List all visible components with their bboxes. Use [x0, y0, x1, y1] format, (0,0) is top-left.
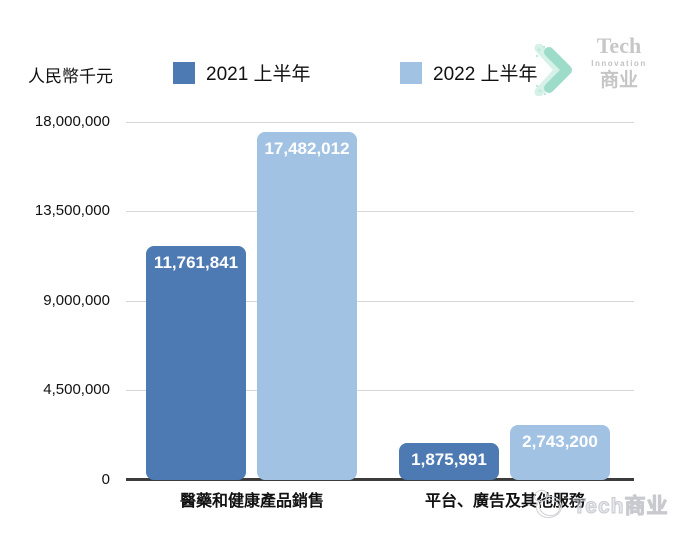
- watermark-text: Tech商业: [572, 495, 669, 519]
- bar-value-label: 2,743,200: [522, 432, 598, 451]
- bar-value-label: 17,482,012: [264, 139, 350, 158]
- ytick-13500000: 13,500,000: [34, 202, 110, 219]
- ytick-18000000: 18,000,000: [34, 113, 110, 130]
- bar-2022-pharma-sales: 17,482,012: [257, 132, 357, 480]
- brand-logo-text: Tech Innovation 商业: [575, 34, 663, 92]
- bar-2021-pharma-sales: 11,761,841: [146, 246, 246, 480]
- ytick-9000000: 9,000,000: [43, 292, 110, 309]
- gridline-18m: [126, 122, 634, 123]
- gridline-9m: [126, 301, 634, 302]
- logo-tech-text: Tech: [596, 33, 642, 58]
- legend-item-2022: 2022 上半年: [400, 59, 538, 86]
- legend-swatch-2022: [400, 61, 422, 84]
- watermark: Tech商业: [532, 487, 669, 522]
- bar-2021-platform-services: 1,875,991: [399, 443, 499, 480]
- bar-2022-platform-services: 2,743,200: [510, 425, 610, 480]
- category-label-platform-services: 平台、廣告及其他服務: [424, 493, 585, 510]
- legend-label-2021: 2021 上半年: [206, 64, 311, 85]
- logo-shangye-text: 商业: [599, 70, 638, 91]
- brand-logo: Tech Innovation 商业: [533, 34, 663, 104]
- logo-innovation-text: Innovation: [591, 59, 647, 68]
- x-axis-line: [126, 478, 634, 481]
- category-label-pharma-sales: 醫藥和健康產品銷售: [179, 493, 324, 510]
- ytick-4500000: 4,500,000: [43, 381, 110, 398]
- y-axis-unit-label: 人民幣千元: [28, 67, 113, 86]
- ytick-0: 0: [101, 471, 110, 488]
- doodle-circle-icon: [532, 487, 567, 522]
- gridline-4-5m: [126, 390, 634, 391]
- gridline-13-5m: [126, 211, 634, 212]
- legend-swatch-2021: [173, 61, 195, 84]
- chevron-arrow-icon: [534, 44, 572, 96]
- legend-item-2021: 2021 上半年: [173, 59, 311, 86]
- legend-label-2022: 2022 上半年: [433, 64, 538, 85]
- bar-value-label: 1,875,991: [411, 450, 487, 469]
- bar-value-label: 11,761,841: [153, 253, 239, 272]
